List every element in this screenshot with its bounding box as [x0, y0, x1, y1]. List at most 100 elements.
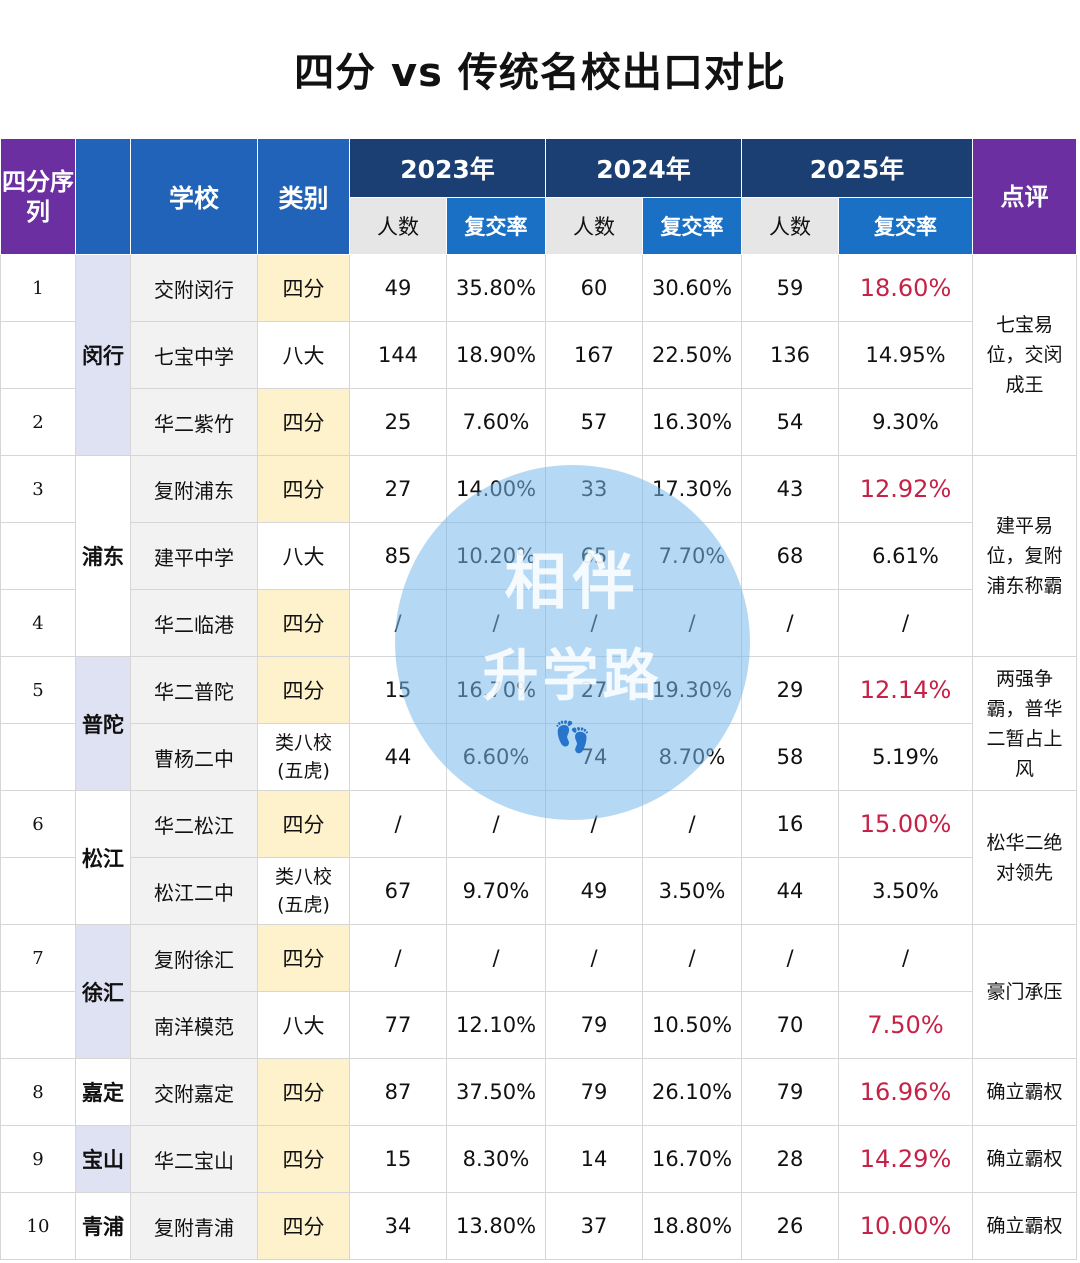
rate-2025-cell: /: [838, 924, 973, 992]
rate-2025-cell: /: [838, 589, 973, 657]
school-cell: 南洋模范: [130, 991, 258, 1059]
count-2023-cell: 25: [349, 388, 447, 456]
rate-2025-cell: 15.00%: [838, 790, 973, 858]
table-row: 3 浦东 复附浦东 四分 27 14.00% 33 17.30% 43 12.92% 建平易位，复附…: [0, 455, 1077, 657]
seq-cell: 9: [0, 1125, 76, 1193]
rate-2023-cell: 10.20%: [446, 522, 546, 590]
count-2024-cell: 60: [545, 254, 643, 322]
school-cell: 复附浦东: [130, 455, 258, 523]
rate-2023-cell: 35.80%: [446, 254, 546, 322]
header-count-2023: 人数: [349, 197, 447, 255]
header-year-2024: 2024年: [545, 138, 742, 198]
category-cell: 四分: [257, 1058, 350, 1126]
table-row: 10 青浦 复附青浦 四分 34 13.80% 37 18.80% 26 10.00% 确立霸权: [0, 1192, 1077, 1260]
header-school: 学校: [130, 138, 258, 255]
count-2024-cell: 65: [545, 522, 643, 590]
school-cell: 华二宝山: [130, 1125, 258, 1193]
table-row: 5 普陀 华二普陀 四分 15 16.70% 27 19.30% 29 12.14% 两强争霸，普华…: [0, 656, 1077, 791]
category-cell: 四分: [257, 924, 350, 992]
table-row: 9 宝山 华二宝山 四分 15 8.30% 14 16.70% 28 14.29% 确立霸权: [0, 1125, 1077, 1193]
district-cell: 浦东: [75, 455, 131, 657]
category-cell: 八大: [257, 522, 350, 590]
count-2025-cell: /: [741, 924, 839, 992]
district-cell: 嘉定: [75, 1058, 131, 1126]
rate-2024-cell: /: [642, 924, 742, 992]
rate-2023-cell: 8.30%: [446, 1125, 546, 1193]
category-cell: 四分: [257, 790, 350, 858]
school-cell: 七宝中学: [130, 321, 258, 389]
count-2023-cell: /: [349, 790, 447, 858]
table-row: 6 松江 华二松江 四分 / / //16 15.00% 松华二绝对领先: [0, 790, 1077, 925]
table-row: 1 闵行 交附闵行 四分 49 35.80% 60 30.60% 59 18.60% 七宝易位，交闵…: [0, 254, 1077, 456]
category-cell: 四分: [257, 656, 350, 724]
rate-2023-cell: 18.90%: [446, 321, 546, 389]
category-main: 类八校: [274, 732, 332, 754]
comment-cell: 松华二绝对领先: [972, 790, 1077, 925]
count-2023-cell: 27: [349, 455, 447, 523]
count-2025-cell: 79: [741, 1058, 839, 1126]
table-row: 七宝中学 八大 144 18.90% 167 22.50% 136 14.95%: [0, 321, 1077, 389]
district-cell: 闵行: [75, 254, 131, 456]
rate-2023-cell: /: [446, 589, 546, 657]
rate-2023-cell: 14.00%: [446, 455, 546, 523]
rate-2023-cell: 9.70%: [446, 857, 546, 925]
rate-2025-cell: 12.14%: [838, 656, 973, 724]
table-row: 2 华二紫竹 四分 25 7.60% 57 16.30% 54 9.30%: [0, 388, 1077, 456]
school-cell: 华二普陀: [130, 656, 258, 724]
seq-cell: 7: [0, 924, 76, 992]
rate-2024-cell: 7.70%: [642, 522, 742, 590]
count-2024-cell: /: [545, 790, 643, 858]
comment-cell: 豪门承压: [972, 924, 1077, 1059]
rate-2024-cell: 18.80%: [642, 1192, 742, 1260]
category-cell: 四分: [257, 388, 350, 456]
table-row: 7 徐汇 复附徐汇 四分 / / / / / / 豪门承压: [0, 924, 1077, 1059]
category-sub: (五虎): [277, 760, 330, 782]
district-cell: 宝山: [75, 1125, 131, 1193]
comparison-table: 四分序列 学校 类别 2023年 2024年 2025年 点评 人数 复交率 人…: [0, 138, 1077, 1260]
category-cell: 四分: [257, 1125, 350, 1193]
count-2025-cell: 16: [741, 790, 839, 858]
count-2024-cell: 14: [545, 1125, 643, 1193]
category-cell: 四分: [257, 455, 350, 523]
school-cell: 建平中学: [130, 522, 258, 590]
rate-2025-cell: 14.29%: [838, 1125, 973, 1193]
rate-2025-cell: 10.00%: [838, 1192, 973, 1260]
count-2024-cell: 33: [545, 455, 643, 523]
seq-cell: [0, 991, 76, 1059]
header-year-2025: 2025年: [741, 138, 973, 198]
count-2025-cell: 43: [741, 455, 839, 523]
seq-cell: 3: [0, 455, 76, 523]
comment-cell: 确立霸权: [972, 1058, 1077, 1126]
category-cell: 四分: [257, 254, 350, 322]
rate-2025-cell: 7.50%: [838, 991, 973, 1059]
school-cell: 松江二中: [130, 857, 258, 925]
count-2023-cell: 15: [349, 1125, 447, 1193]
rate-2025-cell: 5.19%: [838, 723, 973, 791]
rate-2024-cell: 22.50%: [642, 321, 742, 389]
rate-2024-cell: /: [642, 790, 742, 858]
count-2024-cell: /: [545, 589, 643, 657]
school-cell: 复附青浦: [130, 1192, 258, 1260]
rate-2025-cell: 9.30%: [838, 388, 973, 456]
header-category: 类别: [257, 138, 350, 255]
category-cell: 类八校 (五虎): [257, 857, 350, 925]
rate-2024-cell: 19.30%: [642, 656, 742, 724]
count-2024-cell: 57: [545, 388, 643, 456]
category-cell: 四分: [257, 589, 350, 657]
count-2025-cell: 136: [741, 321, 839, 389]
district-cell: 青浦: [75, 1192, 131, 1260]
seq-cell: [0, 321, 76, 389]
count-2023-cell: 44: [349, 723, 447, 791]
header-district: [75, 138, 131, 255]
header-seq: 四分序列: [0, 138, 76, 255]
count-2024-cell: 79: [545, 991, 643, 1059]
count-2023-cell: 34: [349, 1192, 447, 1260]
count-2025-cell: 58: [741, 723, 839, 791]
rate-2024-cell: 16.30%: [642, 388, 742, 456]
count-2025-cell: 70: [741, 991, 839, 1059]
rate-2024-cell: 16.70%: [642, 1125, 742, 1193]
count-2025-cell: 28: [741, 1125, 839, 1193]
count-2024-cell: 167: [545, 321, 643, 389]
seq-cell: 10: [0, 1192, 76, 1260]
